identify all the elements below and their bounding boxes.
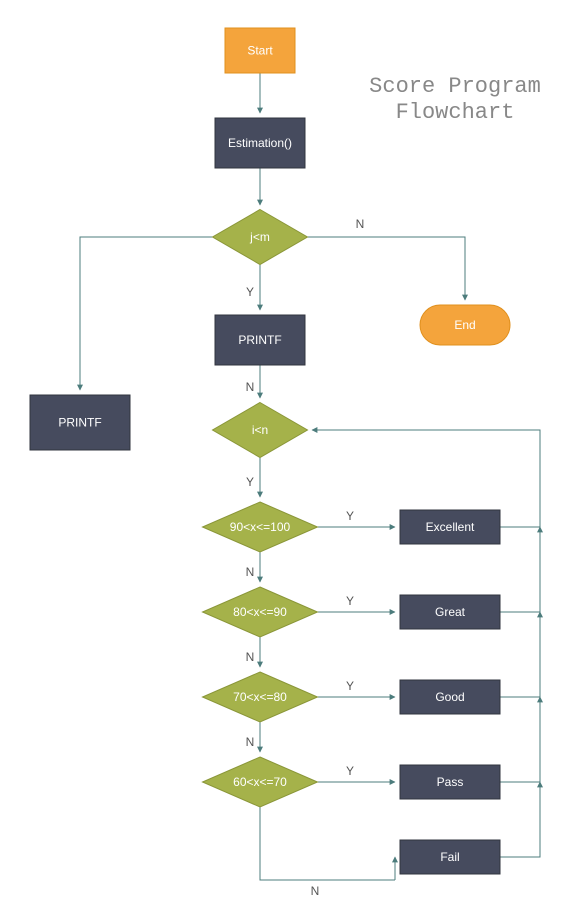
edge-label-12: Y: [346, 679, 354, 693]
edge-label-6: Y: [246, 475, 254, 489]
node-label-c70: 70<x<=80: [233, 690, 287, 704]
edge-label-7: N: [246, 565, 255, 579]
edge-16: [500, 527, 540, 612]
node-label-fail: Fail: [440, 850, 459, 864]
edge-label-13: Y: [346, 764, 354, 778]
edge-3: [307, 237, 465, 300]
node-label-printf2: PRINTF: [58, 416, 101, 430]
edge-label-11: Y: [346, 594, 354, 608]
edge-label-8: N: [246, 650, 255, 664]
edge-4: [80, 237, 213, 390]
edge-19: [500, 782, 540, 857]
node-label-end: End: [454, 318, 475, 332]
node-label-estimation: Estimation(): [228, 136, 292, 150]
chart-title-line1: Score Program: [369, 74, 541, 99]
edge-14: [260, 807, 395, 880]
node-label-c80: 80<x<=90: [233, 605, 287, 619]
node-label-in: i<n: [252, 423, 268, 437]
node-label-printf1: PRINTF: [238, 333, 281, 347]
node-label-c90: 90<x<=100: [230, 520, 291, 534]
edge-label-3: N: [356, 217, 365, 231]
edge-label-9: N: [246, 735, 255, 749]
node-label-excellent: Excellent: [426, 520, 475, 534]
edge-label-2: Y: [246, 285, 254, 299]
edge-label-5: N: [246, 380, 255, 394]
node-label-start: Start: [247, 44, 273, 58]
chart-title-line2: Flowchart: [396, 100, 515, 125]
edge-label-10: Y: [346, 509, 354, 523]
edge-18: [500, 697, 540, 782]
node-label-jm: j<m: [249, 230, 270, 244]
node-label-c60: 60<x<=70: [233, 775, 287, 789]
node-label-good: Good: [435, 690, 464, 704]
node-label-pass: Pass: [437, 775, 464, 789]
node-label-great: Great: [435, 605, 466, 619]
edge-label-14: N: [311, 884, 320, 898]
edge-17: [500, 612, 540, 697]
